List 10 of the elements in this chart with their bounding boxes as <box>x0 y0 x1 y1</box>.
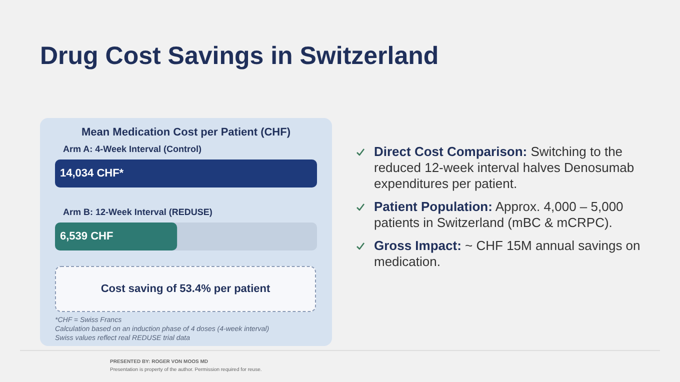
text: Gross Impact: ~ CHF 15M annual savings on medication. <box>374 238 640 269</box>
y-tick-label: Arm B: 12-Week Interval (REDUSE) <box>63 207 212 217</box>
data-label: 6,539 CHF <box>60 230 114 242</box>
text: Direct Cost Comparison: Switching to the reduced 12-week interval halves Denosumab expenditures per patient. <box>374 144 634 191</box>
text: Patient Population: Approx. 4,000 – 5,000 patients in Switzerland (mBC & mCRPC). <box>374 199 624 230</box>
y-tick-label: Arm A: 4-Week Interval (Control) <box>63 144 202 154</box>
chart-title: Drug Cost Savings in Switzerland <box>40 42 439 71</box>
data-label: 14,034 CHF* <box>60 168 124 180</box>
text: Mean Medication Cost per Patient (CHF) <box>81 126 291 138</box>
text: Cost saving of 53.4% per patient <box>55 266 316 312</box>
